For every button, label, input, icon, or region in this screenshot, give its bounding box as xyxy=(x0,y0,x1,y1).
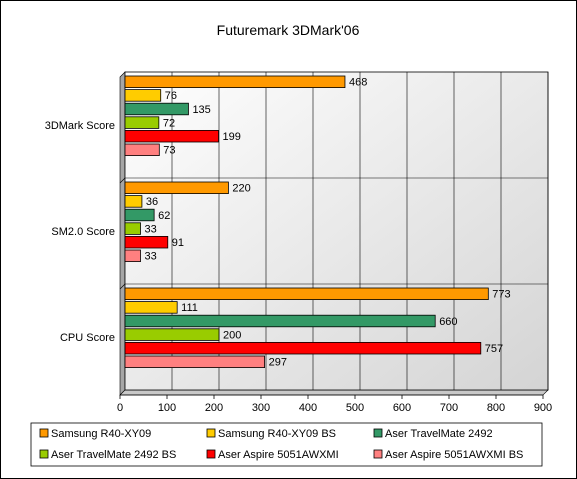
bar xyxy=(124,116,160,129)
x-tick-label: 400 xyxy=(299,402,317,414)
legend-swatch xyxy=(206,449,216,459)
bar xyxy=(124,181,229,195)
legend-swatch xyxy=(39,449,49,459)
legend-label: Aser Aspire 5051AWXMI BS xyxy=(385,449,523,461)
legend-label: Samsung R40-XY09 BS xyxy=(218,428,336,440)
legend-label: Aser TravelMate 2492 BS xyxy=(51,449,176,461)
value-label: 72 xyxy=(163,117,175,129)
category-separator-depth xyxy=(119,283,126,290)
value-label: 36 xyxy=(146,196,158,208)
category-label: 3DMark Score xyxy=(45,120,115,132)
legend-label: Aser Aspire 5051AWXMI xyxy=(218,449,339,461)
value-label: 135 xyxy=(192,104,210,116)
bar xyxy=(124,129,219,143)
category-label: SM2.0 Score xyxy=(51,226,115,238)
bar xyxy=(124,301,178,314)
value-label: 73 xyxy=(163,145,175,157)
x-tick-label: 500 xyxy=(346,402,364,414)
x-tick-label: 0 xyxy=(117,402,123,414)
legend-swatch xyxy=(373,449,383,459)
bar xyxy=(124,287,489,301)
legend-swatch xyxy=(206,428,216,438)
bar xyxy=(124,208,155,222)
bar xyxy=(124,249,141,263)
bar xyxy=(124,102,189,116)
plot-left-wall xyxy=(119,71,126,396)
x-tick-label: 100 xyxy=(158,402,176,414)
bar xyxy=(124,222,141,235)
value-label: 297 xyxy=(269,357,287,369)
bar xyxy=(124,89,162,102)
value-label: 111 xyxy=(181,302,198,314)
x-tick-label: 700 xyxy=(440,402,458,414)
x-tick-label: 600 xyxy=(393,402,411,414)
bar xyxy=(124,195,143,208)
bar xyxy=(124,341,482,355)
value-label: 33 xyxy=(145,251,157,263)
plot-area: 0 100 200 300 400 500 600 700 800 900 3DMark Score… xyxy=(45,71,552,414)
value-label: 199 xyxy=(223,131,241,143)
value-label: 468 xyxy=(349,77,367,89)
plot-floor xyxy=(119,389,549,396)
value-label: 62 xyxy=(158,210,170,222)
value-label: 220 xyxy=(232,183,250,195)
value-label: 660 xyxy=(439,316,457,328)
legend: Samsung R40-XY09 Samsung R40-XY09 BS Aser … xyxy=(30,422,543,467)
value-label: 200 xyxy=(223,329,241,341)
bar xyxy=(124,328,220,341)
value-label: 773 xyxy=(492,289,510,301)
x-tick-label: 200 xyxy=(205,402,223,414)
value-label: 91 xyxy=(172,237,184,249)
x-tick-label: 900 xyxy=(534,402,552,414)
x-tick-label: 800 xyxy=(487,402,505,414)
bar xyxy=(124,143,160,157)
legend-label: Aser TravelMate 2492 xyxy=(385,428,493,440)
bar xyxy=(124,314,436,328)
value-label: 76 xyxy=(165,90,177,102)
value-label: 757 xyxy=(485,343,503,355)
bar xyxy=(124,75,346,89)
legend-box xyxy=(30,422,543,467)
legend-swatch xyxy=(373,428,383,438)
legend-swatch xyxy=(39,428,49,438)
category-separator-depth xyxy=(119,177,126,184)
bar xyxy=(124,355,265,369)
category-label: CPU Score xyxy=(60,332,115,344)
value-label: 33 xyxy=(145,223,157,235)
x-tick-label: 300 xyxy=(252,402,270,414)
chart-title: Futuremark 3DMark'06 xyxy=(217,22,360,38)
legend-label: Samsung R40-XY09 xyxy=(51,428,151,440)
bar xyxy=(124,235,169,249)
